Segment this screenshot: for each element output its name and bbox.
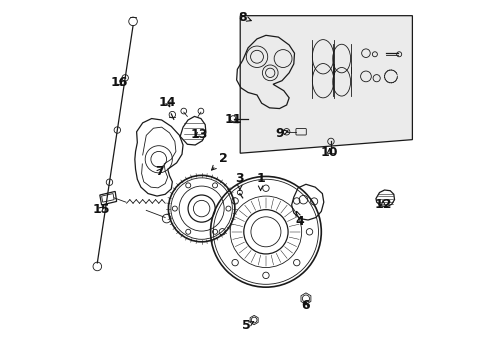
Polygon shape bbox=[240, 16, 411, 153]
Text: 9: 9 bbox=[275, 127, 287, 140]
Text: 14: 14 bbox=[159, 96, 176, 109]
Text: 13: 13 bbox=[190, 128, 207, 141]
Text: 15: 15 bbox=[92, 203, 109, 216]
Text: 12: 12 bbox=[374, 198, 391, 211]
Text: 10: 10 bbox=[320, 146, 338, 159]
Text: 7: 7 bbox=[155, 165, 163, 177]
Text: 6: 6 bbox=[301, 299, 309, 312]
Text: 2: 2 bbox=[211, 152, 227, 170]
Text: 16: 16 bbox=[110, 76, 127, 89]
Text: 8: 8 bbox=[238, 11, 251, 24]
Text: 1: 1 bbox=[256, 172, 264, 190]
Text: 5: 5 bbox=[242, 319, 253, 332]
Text: 3: 3 bbox=[235, 172, 244, 190]
Text: 11: 11 bbox=[224, 113, 242, 126]
Text: 4: 4 bbox=[295, 211, 304, 228]
